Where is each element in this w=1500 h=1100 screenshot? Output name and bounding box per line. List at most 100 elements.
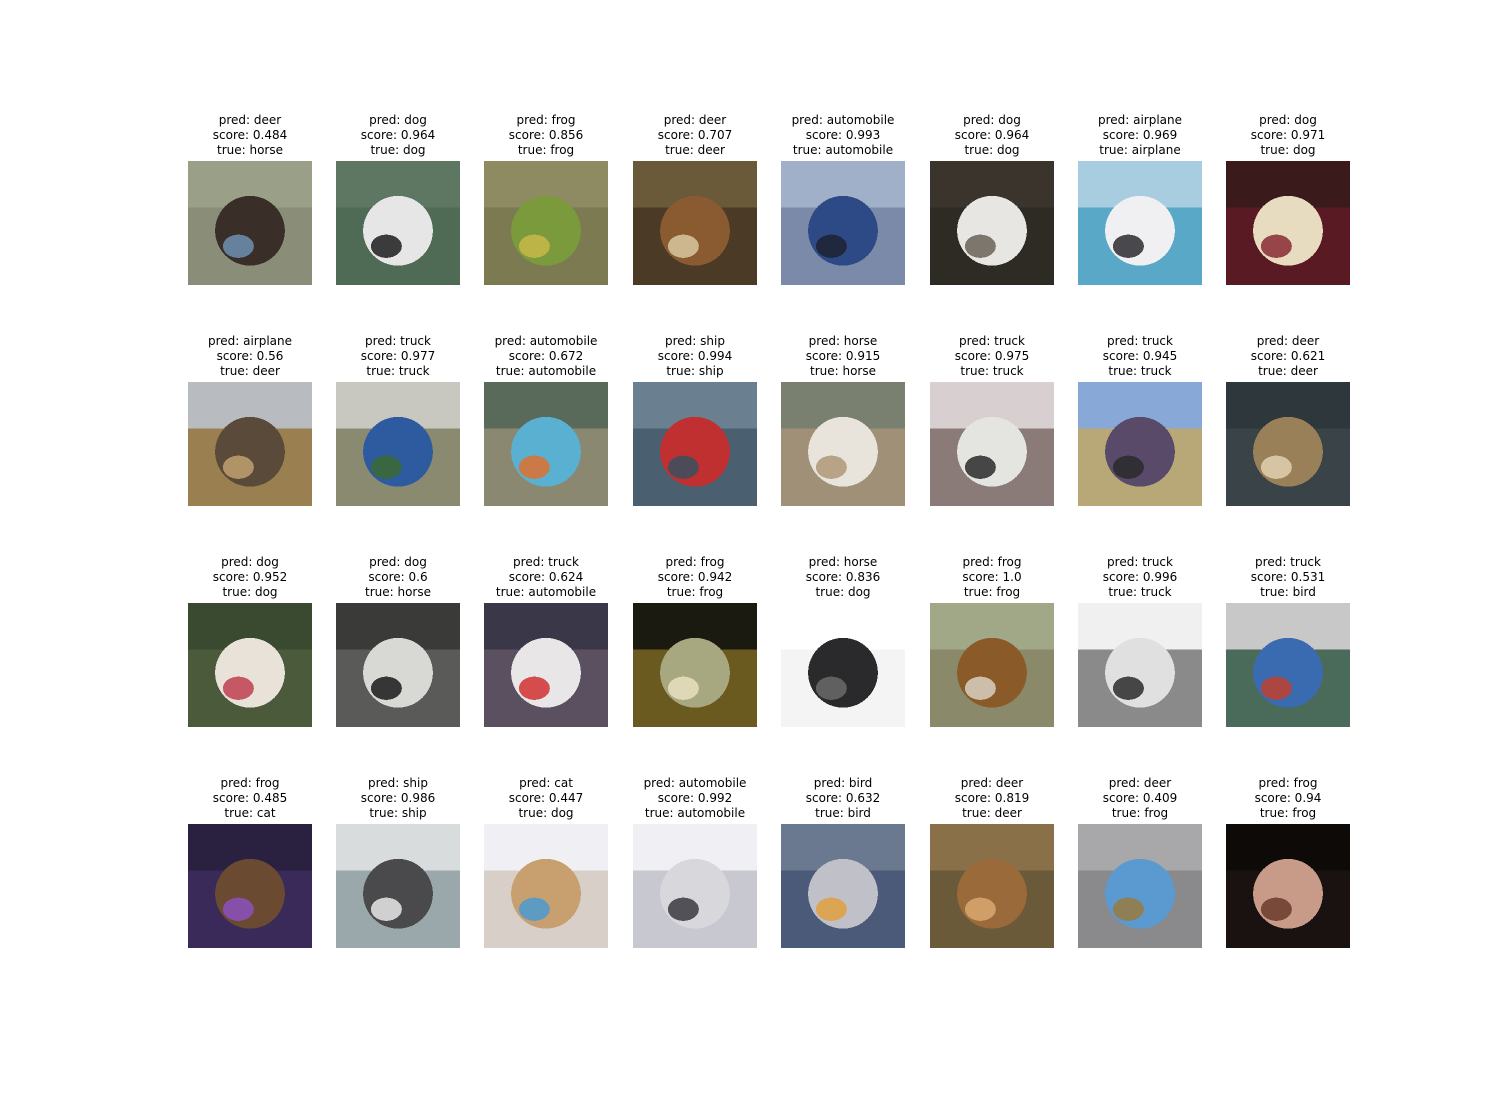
score-label: score: 0.969 <box>1102 128 1178 142</box>
cell-caption: pred: truck score: 0.996 true: truck <box>1048 555 1232 603</box>
pred-label: pred: truck <box>513 555 579 569</box>
true-label: true: airplane <box>1099 143 1181 157</box>
image-subject <box>1105 416 1175 487</box>
cell-caption: pred: truck score: 0.977 true: truck <box>306 334 490 382</box>
pred-label: pred: truck <box>1107 334 1173 348</box>
score-label: score: 0.531 <box>1250 570 1326 584</box>
score-label: score: 0.952 <box>212 570 288 584</box>
true-label: true: cat <box>224 806 276 820</box>
image-subject <box>511 195 581 266</box>
cell-caption: pred: frog score: 1.0 true: frog <box>900 555 1084 603</box>
cell-caption: pred: airplane score: 0.969 true: airplane <box>1048 113 1232 161</box>
image-accent <box>815 897 847 921</box>
true-label: true: deer <box>962 806 1022 820</box>
pred-label: pred: truck <box>1107 555 1173 569</box>
thumbnail-image <box>1226 824 1350 948</box>
score-label: score: 0.994 <box>657 349 733 363</box>
thumbnail-image <box>1226 603 1350 727</box>
pred-label: pred: horse <box>808 555 878 569</box>
thumbnail-image <box>633 161 757 285</box>
image-accent <box>370 897 402 921</box>
image-subject <box>1253 858 1323 929</box>
true-label: true: ship <box>666 364 724 378</box>
score-label: score: 0.993 <box>805 128 881 142</box>
true-label: true: dog <box>815 585 871 599</box>
cell-caption: pred: deer score: 0.409 true: frog <box>1048 776 1232 824</box>
score-label: score: 0.996 <box>1102 570 1178 584</box>
true-label: true: ship <box>369 806 427 820</box>
image-accent <box>815 676 847 700</box>
image-subject <box>660 416 730 487</box>
cell-caption: pred: dog score: 0.971 true: dog <box>1196 113 1380 161</box>
image-subject <box>660 195 730 266</box>
pred-label: pred: automobile <box>643 776 747 790</box>
pred-label: pred: ship <box>665 334 725 348</box>
pred-label: pred: horse <box>808 334 878 348</box>
thumbnail-image <box>336 603 460 727</box>
image-accent <box>222 897 254 921</box>
thumbnail-image <box>484 382 608 506</box>
pred-label: pred: truck <box>1255 555 1321 569</box>
cell-caption: pred: deer score: 0.819 true: deer <box>900 776 1084 824</box>
pred-label: pred: dog <box>369 555 427 569</box>
cell-caption: pred: bird score: 0.632 true: bird <box>751 776 935 824</box>
image-subject <box>215 637 285 708</box>
thumbnail-image <box>188 161 312 285</box>
image-subject <box>215 195 285 266</box>
pred-label: pred: automobile <box>494 334 598 348</box>
score-label: score: 0.975 <box>954 349 1030 363</box>
cell-caption: pred: airplane score: 0.56 true: deer <box>158 334 342 382</box>
thumbnail-image <box>188 382 312 506</box>
cell-caption: pred: cat score: 0.447 true: dog <box>454 776 638 824</box>
true-label: true: deer <box>665 143 725 157</box>
true-label: true: truck <box>1108 585 1172 599</box>
true-label: true: truck <box>366 364 430 378</box>
score-label: score: 0.964 <box>954 128 1030 142</box>
true-label: true: frog <box>963 585 1021 599</box>
pred-label: pred: dog <box>221 555 279 569</box>
cell-caption: pred: horse score: 0.836 true: dog <box>751 555 935 603</box>
score-label: score: 0.986 <box>360 791 436 805</box>
image-subject <box>808 637 878 708</box>
thumbnail-image <box>633 824 757 948</box>
cell-caption: pred: truck score: 0.975 true: truck <box>900 334 1084 382</box>
pred-label: pred: truck <box>365 334 431 348</box>
image-subject <box>808 858 878 929</box>
image-accent <box>667 676 699 700</box>
pred-label: pred: bird <box>813 776 873 790</box>
thumbnail-image <box>1078 603 1202 727</box>
true-label: true: automobile <box>644 806 746 820</box>
true-label: true: horse <box>810 364 876 378</box>
cell-caption: pred: horse score: 0.915 true: horse <box>751 334 935 382</box>
image-accent <box>815 234 847 258</box>
thumbnail-image <box>781 824 905 948</box>
true-label: true: automobile <box>495 585 597 599</box>
true-label: true: dog <box>964 143 1020 157</box>
thumbnail-image <box>1226 161 1350 285</box>
image-subject <box>363 637 433 708</box>
score-label: score: 0.56 <box>216 349 284 363</box>
image-subject <box>957 416 1027 487</box>
cell-caption: pred: ship score: 0.986 true: ship <box>306 776 490 824</box>
true-label: true: frog <box>666 585 724 599</box>
thumbnail-image <box>781 382 905 506</box>
pred-label: pred: deer <box>1108 776 1172 790</box>
image-subject <box>511 416 581 487</box>
score-label: score: 0.94 <box>1254 791 1322 805</box>
thumbnail-image <box>633 603 757 727</box>
image-accent <box>667 455 699 479</box>
pred-label: pred: dog <box>1259 113 1317 127</box>
image-accent <box>667 234 699 258</box>
image-subject <box>215 858 285 929</box>
score-label: score: 0.672 <box>508 349 584 363</box>
image-accent <box>222 455 254 479</box>
cell-caption: pred: automobile score: 0.993 true: automo… <box>751 113 935 161</box>
pred-label: pred: deer <box>218 113 282 127</box>
image-accent <box>964 897 996 921</box>
image-accent <box>815 455 847 479</box>
score-label: score: 0.836 <box>805 570 881 584</box>
true-label: true: frog <box>1259 806 1317 820</box>
thumbnail-image <box>484 603 608 727</box>
true-label: true: dog <box>518 806 574 820</box>
